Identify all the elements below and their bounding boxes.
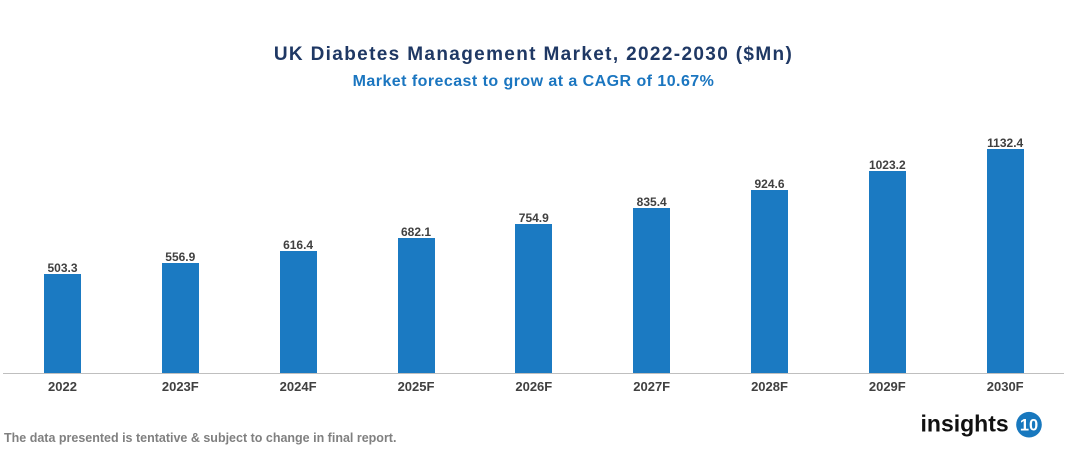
svg-text:10: 10 — [1020, 417, 1038, 435]
svg-text:insights: insights — [921, 411, 1009, 437]
